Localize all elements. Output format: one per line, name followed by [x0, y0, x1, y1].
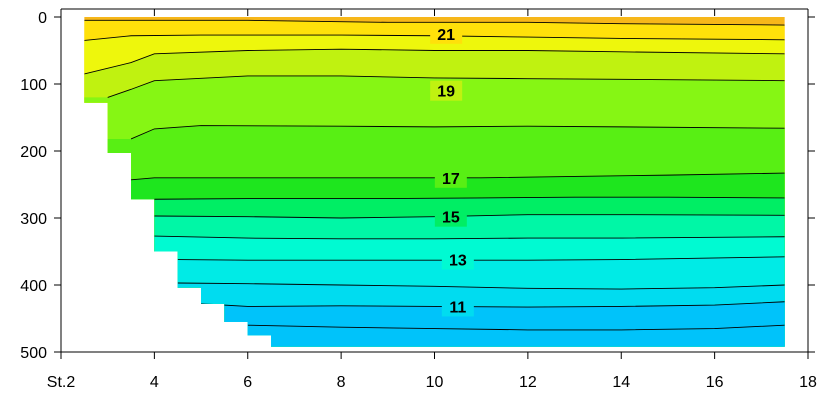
isoline-20 — [84, 48, 785, 75]
x-tick-label: 18 — [799, 374, 817, 391]
isoline-label-19: 19 — [437, 84, 455, 101]
isoline-label-17: 17 — [442, 171, 460, 188]
isoline-label-11: 11 — [449, 299, 466, 316]
x-tick-label: 8 — [337, 374, 346, 391]
isoline-labels: 21 19 17 15 13 11 — [430, 23, 474, 317]
isolines — [84, 19, 785, 331]
isoline-13 — [177, 256, 785, 261]
isoline-15 — [154, 214, 785, 219]
x-tick-label: 6 — [243, 374, 252, 391]
isoline-21 — [84, 19, 785, 26]
isoline-20.5 — [84, 34, 785, 41]
y-tick-label: 200 — [20, 144, 47, 161]
isoline-18 — [130, 125, 785, 140]
isoline-label-bg — [441, 296, 474, 317]
isoline-label-bg — [430, 23, 463, 44]
x-tick-label: 14 — [612, 374, 630, 391]
y-tick-label: 500 — [20, 345, 47, 362]
isoline-label-bg — [441, 249, 474, 270]
isoline-14 — [154, 235, 785, 240]
isoline-19 — [107, 75, 785, 98]
y-tick-label: 300 — [20, 211, 47, 228]
y-tick-label: 100 — [20, 77, 47, 94]
x-tick-label: 16 — [706, 374, 724, 391]
x-tick-label: St.2 — [47, 374, 76, 391]
isoline-12 — [177, 282, 785, 290]
x-tick-label: 10 — [426, 374, 444, 391]
isoline-label-13: 13 — [449, 253, 467, 270]
y-tick-label: 400 — [20, 278, 47, 295]
x-tick-label: 12 — [519, 374, 537, 391]
isoline-label-15: 15 — [442, 210, 460, 227]
isoline-label-21: 21 — [437, 27, 455, 44]
band-below-10 — [84, 301, 785, 347]
isoline-11 — [201, 301, 785, 308]
x-tick-label: 4 — [150, 374, 159, 391]
y-tick-label: 0 — [38, 10, 47, 27]
isoline-10 — [247, 324, 785, 331]
isoline-label-bg — [434, 206, 467, 227]
isoline-label-bg — [430, 80, 463, 101]
temperature-bands — [84, 17, 785, 347]
isoline-17 — [130, 172, 785, 181]
isoline-label-bg — [434, 167, 467, 188]
isoline-16 — [154, 196, 785, 200]
